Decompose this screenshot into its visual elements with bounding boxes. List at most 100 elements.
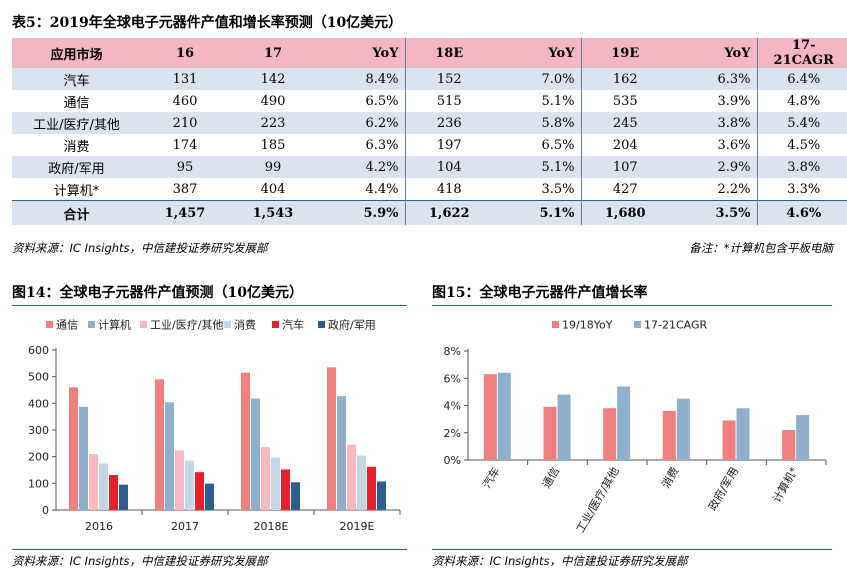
cell-v16: 174 <box>172 137 198 153</box>
legend-label: 工业/医疗/其他 <box>150 318 223 332</box>
header-19e: 19E <box>580 38 669 68</box>
fig15-title: 图15：全球电子元器件产值增长率 <box>432 285 648 301</box>
bar <box>195 472 204 510</box>
legend-label: 17-21CAGR <box>644 319 707 332</box>
cell-v18: 236 <box>404 112 493 134</box>
cell-yoy19: 3.6% <box>717 137 751 153</box>
cell-v17: 185 <box>260 137 286 153</box>
cell-v18: 104 <box>404 156 493 178</box>
cell-cagr: 6.4% <box>756 68 847 90</box>
table-title: 表5：2019年全球电子元器件产值和增长率预测（10亿美元） <box>12 15 403 31</box>
bar <box>357 455 366 510</box>
cell-market: 汽车 <box>12 68 141 90</box>
cell-cagr: 3.8% <box>756 156 847 178</box>
table-row: 消费 174 185 6.3% 197 6.5% 204 3.6% 4.5% <box>12 134 847 156</box>
x-tick-label: 2016 <box>85 520 113 533</box>
cell-v18: 1,622 <box>404 200 493 225</box>
cell-cagr: 3.3% <box>756 178 847 201</box>
cell-v18: 418 <box>404 178 493 201</box>
cell-v16: 1,457 <box>141 200 229 225</box>
bar <box>165 402 174 510</box>
y-tick-label: 4% <box>444 400 461 413</box>
cell-v17: 223 <box>229 112 317 134</box>
cell-v16: 210 <box>141 112 229 134</box>
cell-yoy18: 5.1% <box>541 93 575 109</box>
fig15-bottom-rule <box>432 549 832 550</box>
bar <box>69 387 78 510</box>
x-tick-label: 2019E <box>340 520 375 533</box>
bar <box>185 460 194 510</box>
cell-yoy17: 6.3% <box>365 137 399 153</box>
fig15-bar-chart: 19/18YoY 17-21CAGR 0% 2% 4% 6% 8% 汽车 通信 工业/医疗/其他 消… <box>444 319 827 536</box>
header-18e: 18E <box>404 38 493 68</box>
bar <box>281 469 290 510</box>
cell-v17: 1,543 <box>229 200 317 225</box>
cell-market: 计算机* <box>53 183 100 199</box>
bar <box>109 475 118 510</box>
cell-v18: 152 <box>404 68 493 90</box>
cell-v19: 535 <box>580 90 669 112</box>
bar <box>662 410 676 460</box>
legend-label: 政府/军用 <box>328 318 376 332</box>
bar <box>483 374 497 460</box>
legend-swatch <box>224 321 231 328</box>
bar <box>497 372 511 460</box>
cell-v16: 131 <box>141 68 229 90</box>
legend-swatch <box>88 321 95 328</box>
cell-cagr: 4.8% <box>756 90 847 112</box>
bar <box>722 420 736 460</box>
x-tick-label: 计算机* <box>769 464 801 505</box>
y-tick-label: 400 <box>28 397 49 410</box>
bar <box>89 454 98 510</box>
table-header-row: 应用市场 16 17 YoY 18E YoY 19E YoY 17-21CAGR <box>12 38 847 68</box>
cell-v19: 1,680 <box>580 200 669 225</box>
y-tick-label: 8% <box>444 345 461 358</box>
fig14-source: 资料来源：IC Insights，中信建投证券研究发展部 <box>12 554 268 568</box>
cell-v17: 490 <box>260 93 286 109</box>
y-tick-label: 0% <box>444 454 461 467</box>
legend-swatch <box>272 321 279 328</box>
cell-yoy17: 4.2% <box>317 156 405 178</box>
table-row: 工业/医疗/其他 210 223 6.2% 236 5.8% 245 3.8% 5.4% <box>12 112 847 134</box>
cell-yoy17: 6.5% <box>365 93 399 109</box>
x-tick-label: 2017 <box>171 520 199 533</box>
bar <box>291 482 300 510</box>
cell-v17: 99 <box>229 156 317 178</box>
fig14-title-rule <box>12 305 407 306</box>
x-tick-label: 政府/军用 <box>705 465 741 513</box>
x-tick-label: 消费 <box>658 465 681 491</box>
cell-yoy18: 7.0% <box>493 68 581 90</box>
bar <box>367 466 376 510</box>
table-source: 资料来源：IC Insights，中信建投证券研究发展部 <box>12 241 268 255</box>
legend-swatch <box>634 321 641 328</box>
cell-v19: 427 <box>580 178 669 201</box>
y-tick-label: 6% <box>444 372 461 385</box>
cell-cagr: 4.6% <box>756 200 847 225</box>
cell-v19: 162 <box>580 68 669 90</box>
table-row: 计算机* 387 404 4.4% 418 3.5% 427 2.2% 3.3% <box>12 178 847 201</box>
bar <box>251 398 260 510</box>
cell-v18: 197 <box>404 134 493 156</box>
cell-yoy19: 3.8% <box>669 112 757 134</box>
table-row: 通信 460 490 6.5% 515 5.1% 535 3.9% 4.8% <box>12 90 847 112</box>
table-row: 汽车 131 142 8.4% 152 7.0% 162 6.3% 6.4% <box>12 68 847 90</box>
cell-v19: 245 <box>580 112 669 134</box>
y-tick-label: 0 <box>42 504 49 517</box>
cell-market: 消费 <box>63 139 90 155</box>
cell-v17: 404 <box>260 181 286 197</box>
bar <box>99 463 108 510</box>
fig15-source: 资料来源：IC Insights，中信建投证券研究发展部 <box>432 554 688 568</box>
cell-yoy19: 3.9% <box>717 93 751 109</box>
bar <box>79 406 88 510</box>
cell-market: 工业/医疗/其他 <box>12 112 141 134</box>
table-row: 政府/军用 95 99 4.2% 104 5.1% 107 2.9% 3.8% <box>12 156 847 178</box>
table-note: 备注：*计算机包含平板电脑 <box>689 241 833 255</box>
bar <box>119 484 128 510</box>
header-yoy18: YoY <box>493 38 581 68</box>
cell-yoy17: 5.9% <box>317 200 405 225</box>
x-tick-label: 工业/医疗/其他 <box>573 465 622 536</box>
cell-yoy18: 5.8% <box>493 112 581 134</box>
cell-yoy18: 5.1% <box>493 200 581 225</box>
fig14-bottom-rule <box>12 549 407 550</box>
bar <box>175 450 184 510</box>
